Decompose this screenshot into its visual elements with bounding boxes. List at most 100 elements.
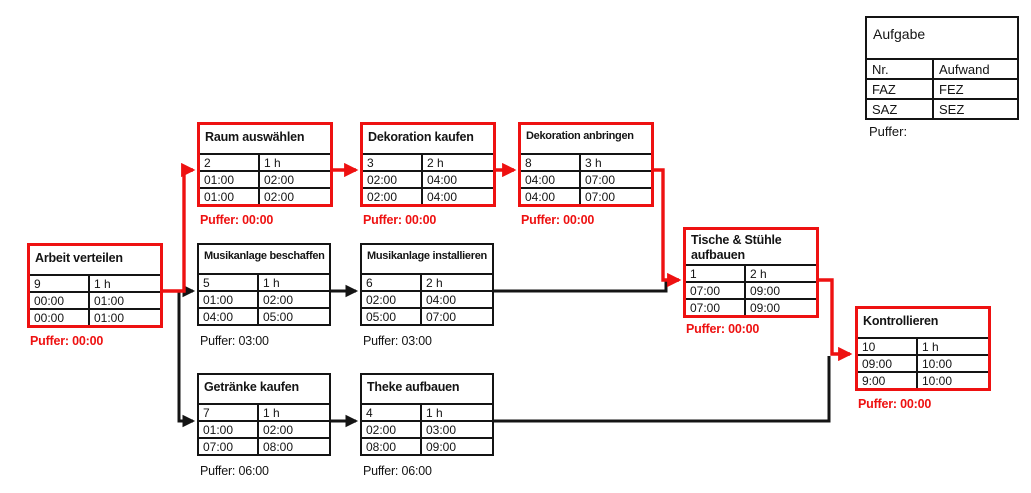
task-node-musikanlage-beschaffen: Musikanlage beschaffen 5 1 h 01:00 02:00…: [197, 243, 331, 326]
task-nr: 7: [199, 403, 257, 420]
task-saz: 01:00: [200, 187, 258, 204]
task-aufwand: 1 h: [88, 274, 160, 291]
task-aufwand: 1 h: [420, 403, 492, 420]
task-faz: 02:00: [362, 420, 420, 437]
task-aufwand: 2 h: [420, 273, 492, 290]
task-saz: 07:00: [199, 437, 257, 454]
puffer-label-arbeit-verteilen: Puffer: 00:00: [30, 334, 104, 348]
task-fez: 02:00: [258, 170, 330, 187]
puffer-label-tische-stuehle-aufbauen: Puffer: 00:00: [686, 322, 760, 336]
edge-arbeit-to-getraenke: [177, 291, 196, 428]
task-faz: 04:00: [521, 170, 579, 187]
task-saz: 08:00: [362, 437, 420, 454]
task-aufwand: 1 h: [257, 273, 329, 290]
task-title: Arbeit verteilen: [35, 251, 123, 265]
task-node-arbeit-verteilen: Arbeit verteilen 9 1 h 00:00 01:00 00:00…: [27, 243, 163, 328]
task-title: Getränke kaufen: [204, 380, 299, 394]
task-faz: 00:00: [30, 291, 88, 308]
task-nr: 6: [362, 273, 420, 290]
task-fez: 04:00: [421, 170, 493, 187]
task-title: Dekoration kaufen: [368, 130, 474, 144]
task-node-dekoration-kaufen: Dekoration kaufen 3 2 h 02:00 04:00 02:0…: [360, 122, 496, 207]
puffer-label-musikanlage-beschaffen: Puffer: 03:00: [200, 334, 269, 348]
task-title: Raum auswählen: [205, 130, 305, 144]
edge-arbeit-to-raum-critical: [157, 162, 196, 293]
task-nr: 10: [858, 337, 916, 354]
task-node-raum-auswaehlen: Raum auswählen 2 1 h 01:00 02:00 01:00 0…: [197, 122, 333, 207]
task-node-musikanlage-installieren: Musikanlage installieren 6 2 h 02:00 04:…: [360, 243, 494, 326]
task-title: Musikanlage installieren: [367, 250, 487, 262]
legend-sez: SEZ: [932, 98, 1017, 118]
task-aufwand: 1 h: [257, 403, 329, 420]
task-sez: 08:00: [257, 437, 329, 454]
task-aufwand: 2 h: [744, 264, 816, 281]
task-nr: 8: [521, 153, 579, 170]
legend-nr-header: Nr.: [867, 58, 932, 78]
task-sez: 10:00: [916, 371, 988, 388]
task-sez: 02:00: [258, 187, 330, 204]
puffer-label-raum-auswaehlen: Puffer: 00:00: [200, 213, 274, 227]
legend-fez: FEZ: [932, 78, 1017, 98]
task-faz: 09:00: [858, 354, 916, 371]
task-nr: 2: [200, 153, 258, 170]
task-saz: 05:00: [362, 307, 420, 324]
task-nr: 3: [363, 153, 421, 170]
puffer-label-musikanlage-installieren: Puffer: 03:00: [363, 334, 432, 348]
task-sez: 09:00: [420, 437, 492, 454]
legend-title: Aufgabe: [873, 26, 926, 42]
edge-musikinstallieren-to-tische: [490, 281, 668, 293]
task-saz: 04:00: [199, 307, 257, 324]
legend-faz: FAZ: [867, 78, 932, 98]
task-sez: 07:00: [579, 187, 651, 204]
puffer-label-dekoration-anbringen: Puffer: 00:00: [521, 213, 595, 227]
task-sez: 07:00: [420, 307, 492, 324]
task-fez: 02:00: [257, 290, 329, 307]
task-sez: 09:00: [744, 298, 816, 315]
puffer-label-getraenke-kaufen: Puffer: 06:00: [200, 464, 269, 478]
task-fez: 02:00: [257, 420, 329, 437]
task-node-dekoration-anbringen: Dekoration anbringen 8 3 h 04:00 07:00 0…: [518, 122, 654, 207]
edge-tische-to-kontrollieren-critical: [813, 278, 853, 362]
puffer-label-dekoration-kaufen: Puffer: 00:00: [363, 213, 437, 227]
task-aufwand: 1 h: [258, 153, 330, 170]
edge-dekanbringen-to-tische-critical: [648, 168, 682, 288]
task-saz: 02:00: [363, 187, 421, 204]
task-nr: 1: [686, 264, 744, 281]
task-saz: 9:00: [858, 371, 916, 388]
task-node-kontrollieren: Kontrollieren 10 1 h 09:00 10:00 9:00 10…: [855, 306, 991, 391]
task-aufwand: 1 h: [916, 337, 988, 354]
task-nr: 4: [362, 403, 420, 420]
task-fez: 10:00: [916, 354, 988, 371]
task-fez: 07:00: [579, 170, 651, 187]
task-sez: 01:00: [88, 308, 160, 325]
task-node-theke-aufbauen: Theke aufbauen 4 1 h 02:00 03:00 08:00 0…: [360, 373, 494, 456]
task-nr: 9: [30, 274, 88, 291]
task-fez: 03:00: [420, 420, 492, 437]
edge-theke-to-kontrollieren: [490, 356, 831, 423]
puffer-label-theke-aufbauen: Puffer: 06:00: [363, 464, 432, 478]
task-title: Dekoration anbringen: [526, 130, 634, 142]
task-fez: 01:00: [88, 291, 160, 308]
task-title: Tische & Stühle aufbauen: [691, 233, 782, 262]
task-aufwand: 3 h: [579, 153, 651, 170]
task-faz: 02:00: [362, 290, 420, 307]
task-sez: 05:00: [257, 307, 329, 324]
legend-aufwand-header: Aufwand: [932, 58, 1017, 78]
task-faz: 02:00: [363, 170, 421, 187]
task-saz: 07:00: [686, 298, 744, 315]
task-faz: 01:00: [200, 170, 258, 187]
task-title: Musikanlage beschaffen: [204, 250, 325, 262]
task-node-tische-stuehle-aufbauen: Tische & Stühle aufbauen 1 2 h 07:00 09:…: [683, 227, 819, 318]
legend-box: Aufgabe Nr. Aufwand FAZ FEZ SAZ SEZ: [865, 16, 1019, 120]
task-faz: 01:00: [199, 420, 257, 437]
task-faz: 07:00: [686, 281, 744, 298]
task-saz: 04:00: [521, 187, 579, 204]
task-aufwand: 2 h: [421, 153, 493, 170]
task-node-getraenke-kaufen: Getränke kaufen 7 1 h 01:00 02:00 07:00 …: [197, 373, 331, 456]
task-sez: 04:00: [421, 187, 493, 204]
legend-puffer-label: Puffer:: [869, 124, 908, 139]
task-fez: 09:00: [744, 281, 816, 298]
task-title: Theke aufbauen: [367, 380, 460, 394]
